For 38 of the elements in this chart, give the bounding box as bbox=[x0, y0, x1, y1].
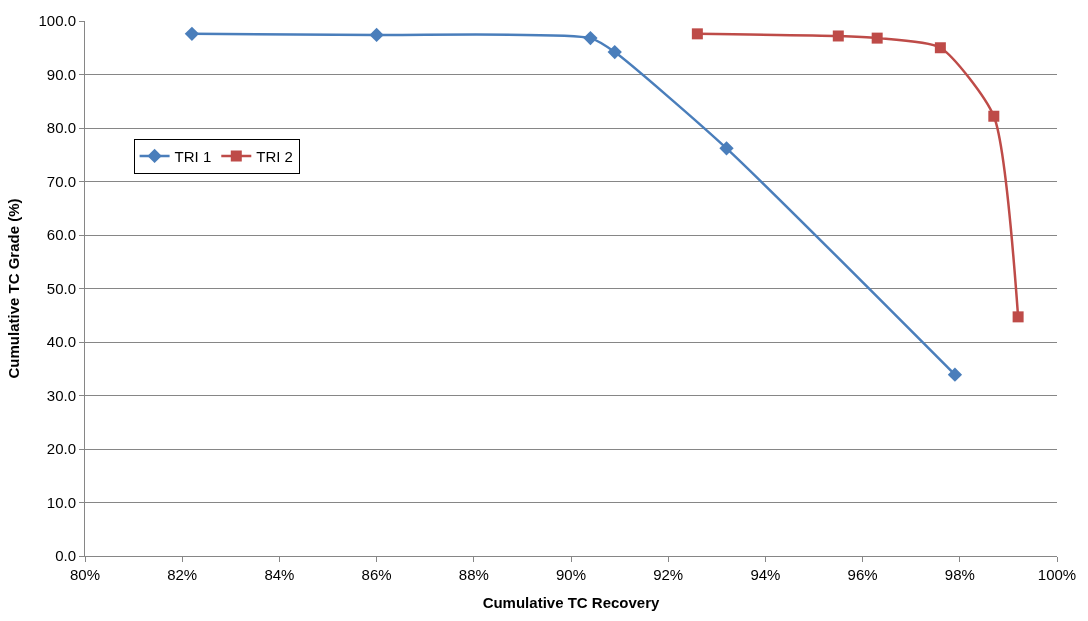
y-tick-label: 0.0 bbox=[55, 547, 76, 565]
y-tick-label: 80.0 bbox=[46, 119, 76, 137]
point bbox=[607, 44, 622, 60]
point bbox=[583, 30, 598, 46]
y-tick-label: 20.0 bbox=[46, 440, 76, 458]
y-tick-label: 10.0 bbox=[46, 493, 76, 511]
point bbox=[832, 30, 844, 42]
point bbox=[369, 27, 384, 43]
x-tick-label: 100% bbox=[1037, 566, 1077, 583]
x-tick-label: 94% bbox=[750, 566, 781, 583]
point bbox=[1012, 311, 1024, 323]
point bbox=[871, 32, 883, 44]
x-tick-label: 84% bbox=[264, 566, 295, 583]
point bbox=[184, 26, 200, 41]
point bbox=[719, 141, 734, 156]
point bbox=[947, 367, 963, 382]
y-tick-label: 30.0 bbox=[46, 386, 76, 404]
x-tick-label: 82% bbox=[167, 566, 198, 583]
x-axis-title: Cumulative TC Recovery bbox=[482, 594, 661, 611]
x-tick-label: 92% bbox=[653, 566, 684, 583]
y-tick-label: 90.0 bbox=[46, 65, 76, 83]
legend-label: TRI 2 bbox=[256, 147, 293, 165]
x-tick-label: 80% bbox=[69, 566, 101, 583]
x-tick-label: 86% bbox=[361, 566, 392, 583]
y-tick-label: 100.0 bbox=[38, 12, 76, 30]
y-tick-label: 50.0 bbox=[46, 279, 76, 297]
legend-label: TRI 1 bbox=[174, 147, 212, 165]
point bbox=[691, 28, 703, 40]
y-tick-label: 40.0 bbox=[46, 333, 76, 351]
y-axis-title: Cumulative TC Grade (%) bbox=[4, 198, 22, 379]
x-tick-label: 90% bbox=[555, 566, 587, 583]
point bbox=[988, 110, 1000, 122]
x-tick-label: 88% bbox=[458, 566, 489, 583]
y-tick-label: 60.0 bbox=[46, 226, 76, 244]
point bbox=[934, 42, 946, 54]
x-tick-label: 98% bbox=[944, 566, 975, 583]
y-tick-label: 70.0 bbox=[46, 172, 76, 190]
x-tick-label: 96% bbox=[847, 566, 878, 583]
